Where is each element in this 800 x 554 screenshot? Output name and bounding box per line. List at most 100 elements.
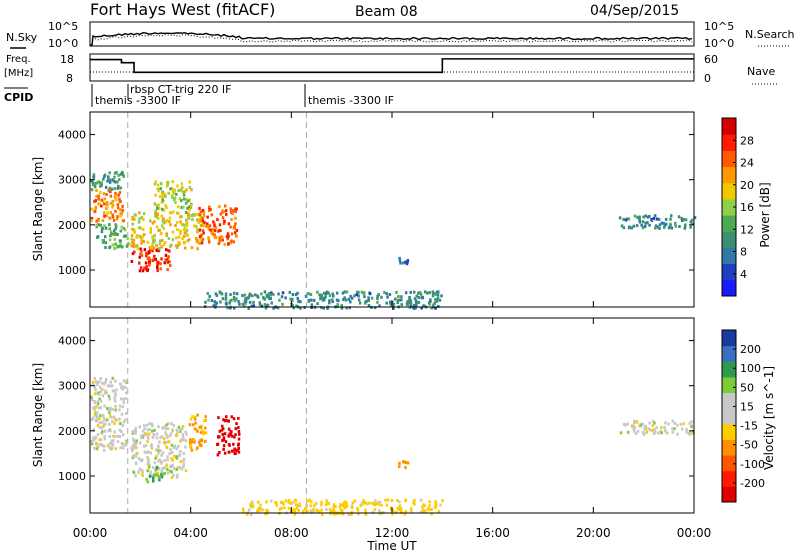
scatter-cell xyxy=(161,472,165,476)
scatter-cell xyxy=(133,213,136,217)
scatter-cell xyxy=(102,444,106,448)
y-tick-label: 4000 xyxy=(58,129,86,142)
scatter-cell xyxy=(321,298,325,302)
scatter-cell xyxy=(127,242,131,245)
scatter-cell xyxy=(111,442,114,446)
scatter-cell xyxy=(177,240,180,244)
scatter-cell xyxy=(124,443,128,447)
scatter-cell xyxy=(221,432,224,436)
scatter-cell xyxy=(328,294,332,298)
scatter-cell xyxy=(160,245,163,249)
scatter-cell xyxy=(398,461,401,465)
scatter-cell xyxy=(161,190,164,194)
colorbar-tick-label: 16 xyxy=(740,201,754,214)
scatter-cell xyxy=(156,266,159,269)
scatter-cell xyxy=(159,239,162,243)
scatter-cell xyxy=(90,188,94,192)
scatter-cell xyxy=(107,394,111,398)
scatter-cell xyxy=(234,222,237,226)
scatter-cell xyxy=(119,199,122,203)
scatter-cell xyxy=(250,505,253,509)
scatter-cell xyxy=(208,224,212,228)
scatter-cell xyxy=(176,431,179,435)
scatter-cell xyxy=(169,223,172,227)
scatter-cell xyxy=(266,509,270,513)
scatter-cell xyxy=(643,225,647,228)
scatter-cell xyxy=(193,440,196,444)
scatter-cell xyxy=(236,449,239,453)
colorbar-tick-label: 4 xyxy=(740,268,747,281)
scatter-cell xyxy=(327,501,331,505)
scatter-cell xyxy=(179,429,182,433)
scatter-cell xyxy=(215,301,218,305)
scatter-cell xyxy=(222,438,226,442)
scatter-cell xyxy=(653,428,656,432)
scatter-cell xyxy=(167,249,170,253)
scatter-cell xyxy=(244,297,247,301)
scatter-cell xyxy=(691,222,694,226)
scatter-cell xyxy=(110,230,113,234)
scatter-cell xyxy=(434,299,437,303)
scatter-cell xyxy=(165,232,168,236)
scatter-cell xyxy=(357,512,360,516)
scatter-cell xyxy=(149,226,153,230)
scatter-cell xyxy=(166,181,170,184)
scatter-cell xyxy=(180,205,184,209)
scatter-cell xyxy=(244,301,247,305)
scatter-cell xyxy=(190,448,194,452)
scatter-cell xyxy=(281,501,285,505)
scatter-cell xyxy=(147,263,151,267)
scatter-cell xyxy=(368,501,371,505)
scatter-cell xyxy=(263,297,266,301)
colorbar-tick-label: 12 xyxy=(740,223,754,236)
scatter-cell xyxy=(140,216,144,219)
scatter-cell xyxy=(140,468,144,472)
colorbar-tick-label: 15 xyxy=(740,400,754,413)
scatter-cell xyxy=(234,231,237,235)
scatter-cell xyxy=(211,232,215,236)
scatter-cell xyxy=(114,379,117,383)
scatter-cell xyxy=(182,459,185,463)
scatter-cell xyxy=(155,432,159,436)
scatter-cell xyxy=(152,257,156,261)
scatter-cell xyxy=(175,475,179,479)
nave-tick-0: 0 xyxy=(704,72,711,85)
scatter-cell xyxy=(140,249,143,253)
scatter-cell xyxy=(180,199,183,203)
scatter-cell xyxy=(363,291,366,295)
scatter-cell xyxy=(298,502,301,506)
power-ylabel: Slant Range [km] xyxy=(31,157,45,261)
scatter-cell xyxy=(685,428,688,432)
scatter-cell xyxy=(265,295,269,299)
scatter-cell xyxy=(121,204,124,208)
scatter-cell xyxy=(652,217,655,220)
scatter-cell xyxy=(310,303,314,307)
scatter-cell xyxy=(113,399,117,403)
scatter-cell xyxy=(188,423,192,427)
scatter-cell xyxy=(163,459,166,463)
colorbar-tick-label: -200 xyxy=(740,477,765,490)
scatter-cell xyxy=(223,451,227,455)
scatter-cell xyxy=(434,306,437,310)
scatter-cell xyxy=(182,193,186,197)
scatter-cell xyxy=(657,217,661,221)
scatter-cell xyxy=(98,417,101,421)
scatter-cell xyxy=(312,509,315,513)
scatter-cell xyxy=(287,500,290,504)
scatter-cell xyxy=(320,508,323,512)
scatter-cell xyxy=(171,429,175,433)
scatter-cell xyxy=(212,304,215,308)
scatter-cell xyxy=(91,183,95,187)
scatter-cell xyxy=(371,501,374,505)
scatter-cell xyxy=(118,428,122,432)
scatter-cell xyxy=(203,221,206,224)
scatter-cell xyxy=(214,303,217,307)
scatter-cell xyxy=(356,508,360,512)
scatter-cell xyxy=(143,266,146,270)
scatter-cell xyxy=(404,291,408,295)
scatter-cell xyxy=(94,206,97,210)
scatter-cell xyxy=(336,303,339,307)
scatter-cell xyxy=(104,226,108,230)
scatter-cell xyxy=(424,509,427,513)
